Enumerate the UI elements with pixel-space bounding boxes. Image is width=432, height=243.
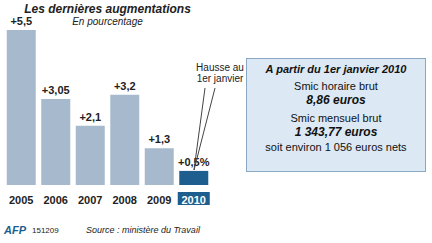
html-text:Hausse au 1er janvier: Hausse au 1er janvier bbox=[196, 62, 244, 84]
svg-text:2008: 2008 bbox=[113, 194, 137, 205]
html-text:Les dernières augmentations: Les dernières augmentations bbox=[24, 2, 191, 16]
html-text:soit environ 1 056 euros nets: soit environ 1 056 euros nets bbox=[265, 141, 407, 153]
svg-text:2009: 2009 bbox=[147, 194, 171, 205]
html-text:Source : ministère du Travail: Source : ministère du Travail bbox=[86, 225, 200, 235]
html-text:En pourcentage: En pourcentage bbox=[72, 16, 143, 27]
svg-text:+5,5: +5,5 bbox=[10, 15, 32, 27]
svg-text:2006: 2006 bbox=[44, 194, 68, 205]
svg-text:2007: 2007 bbox=[78, 194, 102, 205]
svg-text:+1,3: +1,3 bbox=[148, 133, 170, 145]
html-text:Smic horaire brut: Smic horaire brut bbox=[294, 80, 378, 92]
html-text:1 343,77 euros: 1 343,77 euros bbox=[294, 125, 378, 139]
html-text:8,86 euros: 8,86 euros bbox=[306, 93, 366, 107]
svg-text:+2,1: +2,1 bbox=[79, 111, 101, 123]
html-text:Smic mensuel brut: Smic mensuel brut bbox=[290, 112, 382, 124]
html-text:A partir du 1er janvier 2010: A partir du 1er janvier 2010 bbox=[265, 63, 407, 75]
svg-text:2010: 2010 bbox=[182, 194, 206, 205]
html-text:151209: 151209 bbox=[32, 226, 59, 235]
svg-text:2005: 2005 bbox=[9, 194, 33, 205]
svg-text:+0,5%: +0,5% bbox=[178, 156, 210, 168]
svg-text:+3,2: +3,2 bbox=[114, 80, 136, 92]
html-text:AFP: AFP bbox=[4, 224, 26, 236]
svg-text:+3,05: +3,05 bbox=[42, 84, 70, 96]
